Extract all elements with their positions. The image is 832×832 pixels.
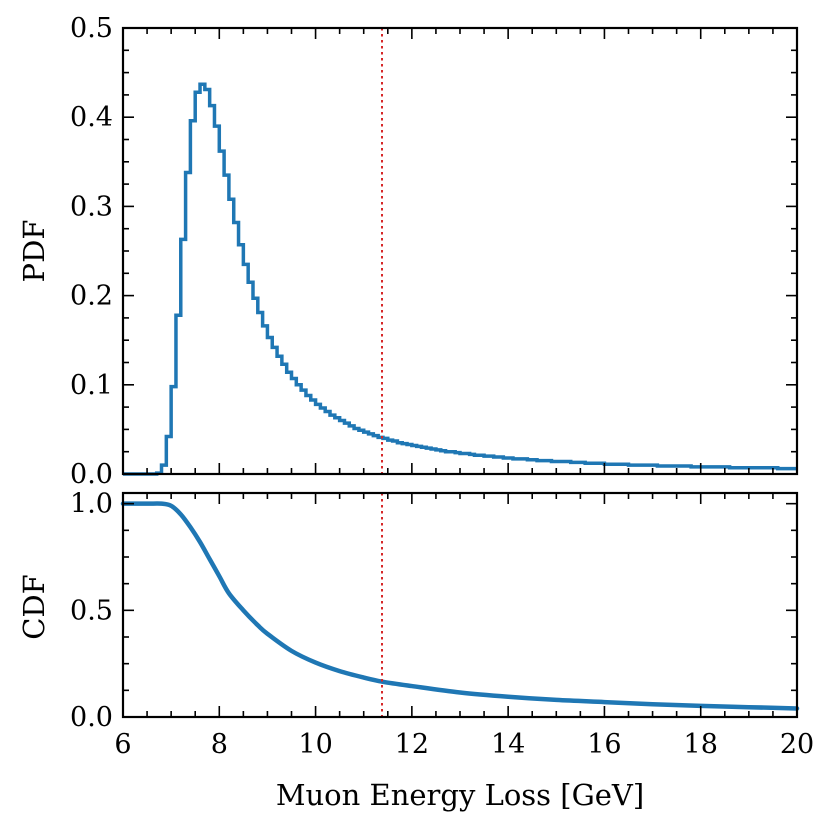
- x-tick-label: 18: [684, 729, 718, 760]
- x-tick-label: 10: [298, 729, 332, 760]
- x-tick-label: 12: [395, 729, 429, 760]
- x-tick-label: 16: [587, 729, 621, 760]
- cdf-ticks: 6 8 10 12 14 16 18 20 0.0 0.5 1.0: [70, 489, 814, 760]
- pdf-plot-area: [123, 28, 797, 476]
- pdf-ylabel: PDF: [17, 220, 51, 283]
- cdf-ytick-label: 0.5: [70, 595, 113, 626]
- cdf-ytick-label: 0.0: [70, 702, 113, 733]
- pdf-ytick-label: 0.3: [70, 191, 113, 222]
- pdf-ytick-label: 0.0: [70, 459, 113, 490]
- pdf-ytick-label: 0.4: [70, 102, 113, 133]
- cdf-series-line: [120, 501, 800, 711]
- cdf-ytick-label: 1.0: [70, 489, 113, 520]
- pdf-panel: 0.0 0.1 0.2 0.3 0.4 0.5 PDF: [17, 13, 799, 490]
- cdf-ylabel: CDF: [17, 574, 51, 640]
- x-axis-label: Muon Energy Loss [GeV]: [276, 778, 644, 812]
- cdf-frame: [121, 491, 799, 719]
- pdf-ytick-label: 0.1: [70, 370, 113, 401]
- cdf-plot-area: [120, 493, 800, 717]
- x-tick-label: 6: [114, 729, 131, 760]
- x-tick-label: 14: [491, 729, 525, 760]
- cdf-panel: 6 8 10 12 14 16 18 20 0.0 0.5 1.0 CDF Muon Energy …: [17, 489, 814, 812]
- pdf-ticks: 0.0 0.1 0.2 0.3 0.4 0.5: [70, 13, 798, 490]
- x-tick-label: 20: [780, 729, 814, 760]
- pdf-frame: [121, 26, 799, 476]
- x-tick-label: 8: [211, 729, 228, 760]
- pdf-ytick-label: 0.2: [70, 281, 113, 312]
- pdf-series-line: [123, 82, 797, 476]
- pdf-ytick-label: 0.5: [70, 13, 113, 44]
